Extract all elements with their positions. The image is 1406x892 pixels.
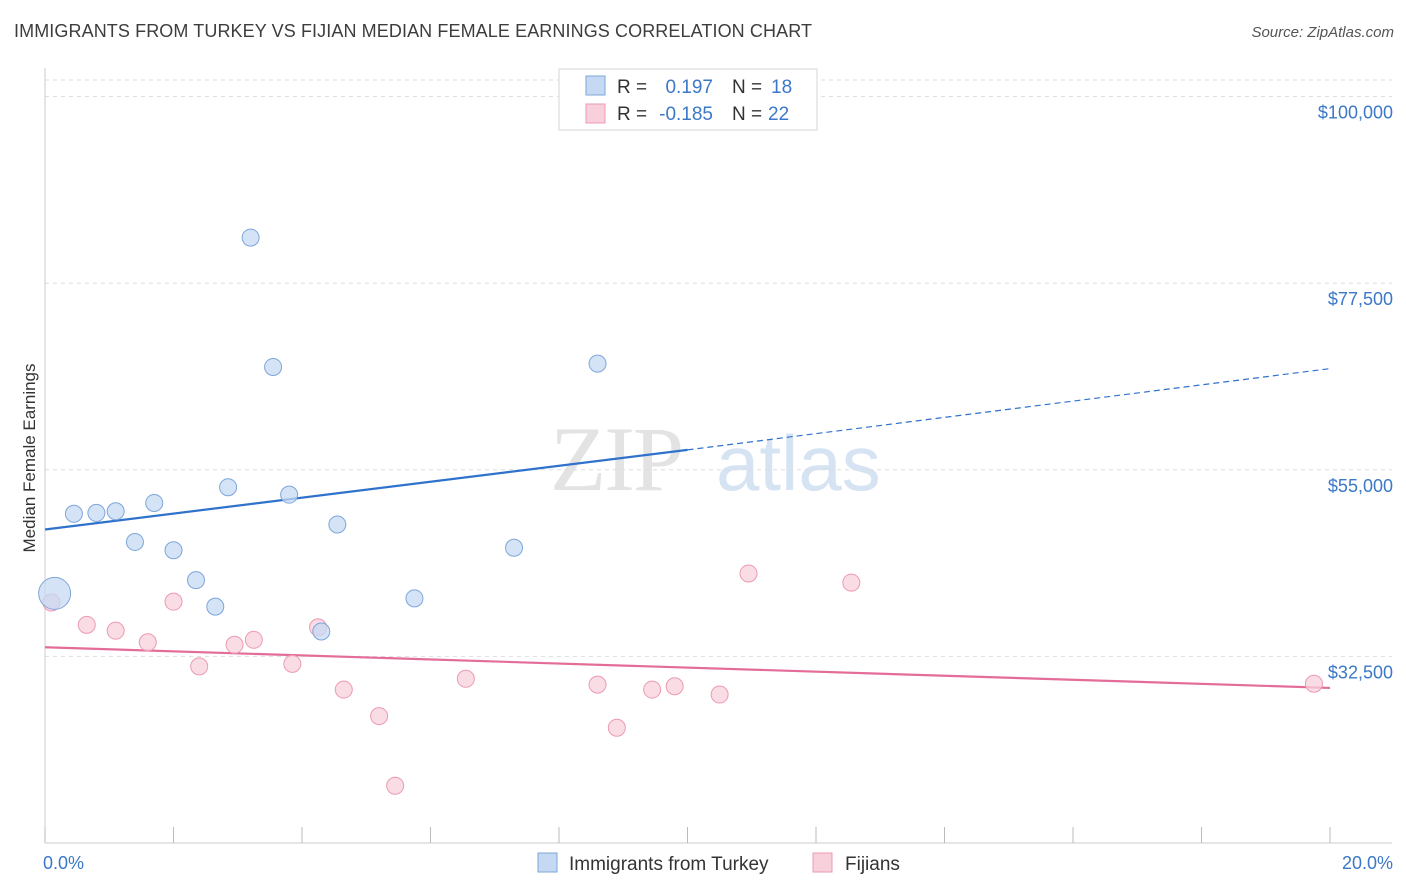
data-point-turkey (186, 571, 205, 590)
svg-text:atlas: atlas (716, 419, 881, 507)
legend-swatch-turkey (585, 75, 606, 96)
legend-n-label: N = (732, 77, 762, 98)
data-point-fijians (244, 630, 263, 649)
data-point-turkey (219, 478, 238, 497)
x-tick-label: 0.0% (43, 853, 84, 873)
data-point-turkey (38, 576, 72, 610)
data-point-fijians (77, 615, 96, 634)
data-point-turkey (125, 532, 144, 551)
data-point-fijians (164, 592, 183, 611)
legend-swatch-fijians (585, 103, 606, 124)
data-point-fijians (106, 621, 125, 640)
data-point-turkey (106, 502, 125, 521)
series-swatch-fijians (812, 852, 833, 873)
data-point-turkey (280, 485, 299, 504)
data-point-turkey (64, 504, 83, 523)
data-point-fijians (1304, 674, 1323, 693)
data-point-fijians (643, 680, 662, 699)
source-credit: Source: ZipAtlas.com (1251, 24, 1394, 41)
data-point-fijians (842, 573, 861, 592)
data-point-fijians (456, 669, 475, 688)
data-point-fijians (283, 654, 302, 673)
trend-lines (44, 368, 1331, 690)
y-tick-label: $100,000 (1318, 103, 1393, 123)
data-point-fijians (739, 564, 758, 583)
trend-line-turkey-extrapolated (687, 368, 1331, 451)
series-swatch-turkey (537, 852, 558, 873)
data-point-turkey (164, 541, 183, 560)
trend-line-turkey (44, 448, 688, 531)
legend-n-label: N = (732, 104, 762, 125)
data-point-fijians (190, 657, 209, 676)
chart-title: IMMIGRANTS FROM TURKEY VS FIJIAN MEDIAN … (14, 21, 813, 41)
data-point-turkey (241, 228, 260, 247)
data-point-turkey (505, 538, 524, 557)
data-point-turkey (328, 515, 347, 534)
data-point-turkey (405, 589, 424, 608)
watermark: ZIP atlas (550, 408, 881, 510)
y-tick-label: $32,500 (1328, 662, 1393, 682)
data-point-turkey (206, 597, 225, 616)
data-point-fijians (710, 685, 729, 704)
data-point-turkey (588, 354, 607, 373)
series-name-fijians: Fijians (845, 854, 900, 875)
legend-r-label: R = (617, 77, 647, 98)
axes (44, 68, 1392, 844)
data-points (38, 228, 1323, 795)
data-point-turkey (264, 357, 283, 376)
y-tick-label: $55,000 (1328, 476, 1393, 496)
trend-line-fijians (44, 646, 1331, 690)
stats-legend: R = 0.197 N = 18 R = -0.185 N = 22 (558, 68, 818, 131)
legend-n-value: 22 (768, 104, 789, 125)
tick-labels: $32,500 $55,000 $77,500 $100,000 0.0% 20.0% (43, 103, 1393, 873)
x-tick-label: 20.0% (1342, 853, 1393, 873)
data-point-fijians (334, 680, 353, 699)
series-name-turkey: Immigrants from Turkey (569, 854, 769, 875)
data-point-turkey (145, 493, 164, 512)
data-point-fijians (665, 677, 684, 696)
data-point-turkey (87, 503, 106, 522)
legend-r-value: -0.185 (659, 104, 713, 125)
y-tick-label: $77,500 (1328, 289, 1393, 309)
data-point-fijians (588, 675, 607, 694)
legend-r-value: 0.197 (665, 77, 713, 98)
grid-lines (45, 79, 1392, 657)
data-point-fijians (225, 635, 244, 654)
data-point-fijians (138, 633, 157, 652)
data-point-fijians (370, 707, 389, 726)
data-point-turkey (312, 622, 331, 641)
y-axis-label: Median Female Earnings (20, 364, 39, 553)
data-point-fijians (386, 776, 405, 795)
legend-n-value: 18 (771, 77, 792, 98)
legend-r-label: R = (617, 104, 647, 125)
series-legend: Immigrants from Turkey Fijians (537, 852, 900, 875)
data-point-fijians (607, 718, 626, 737)
